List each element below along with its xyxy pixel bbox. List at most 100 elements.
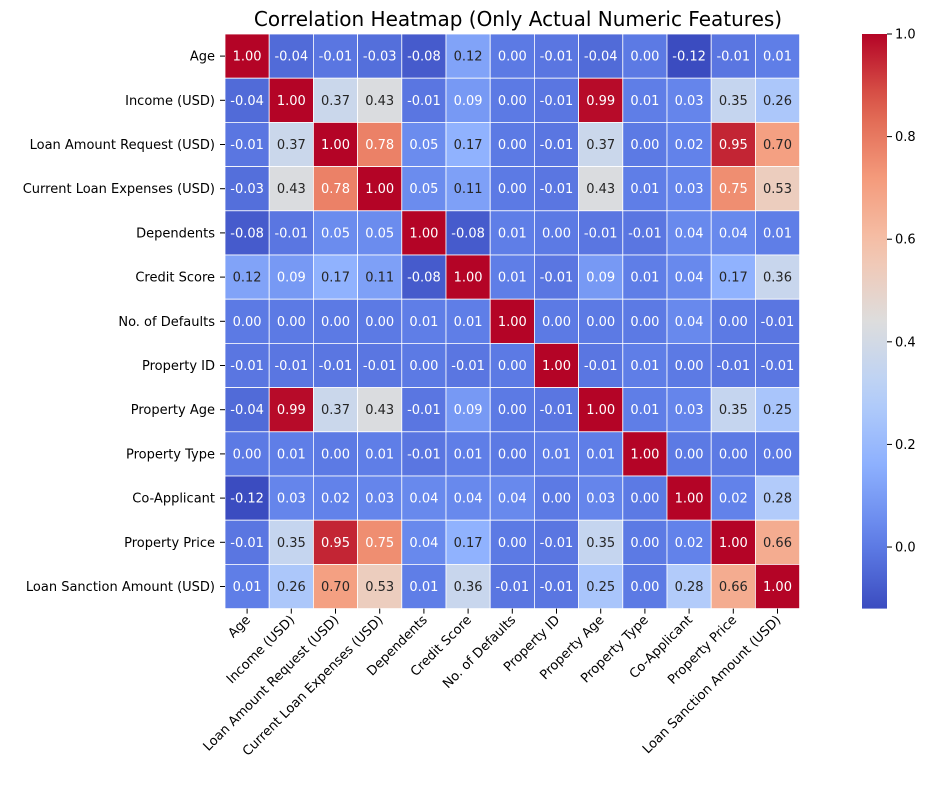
heatmap-cell [755, 519, 801, 565]
heatmap-cell [534, 254, 580, 300]
cell-value-label: 0.03 [675, 403, 704, 418]
cell-value-label: 0.37 [321, 94, 350, 109]
heatmap-cell [755, 77, 801, 123]
heatmap-cell [312, 210, 358, 256]
heatmap-cell [268, 33, 314, 79]
cell-value-label: 0.01 [277, 447, 306, 462]
heatmap-cell [578, 519, 624, 565]
cell-value-label: 0.02 [675, 536, 704, 551]
cell-value-label: 1.00 [542, 359, 571, 374]
cell-value-label: -0.12 [672, 50, 706, 65]
cell-value-label: 0.03 [586, 492, 615, 507]
cell-value-label: -0.01 [363, 359, 397, 374]
heatmap-cell [710, 254, 756, 300]
cell-value-label: 0.01 [630, 359, 659, 374]
cell-value-label: 0.37 [586, 138, 615, 153]
cell-value-label: -0.01 [584, 359, 618, 374]
heatmap-cell [489, 77, 535, 123]
heatmap-cell [401, 475, 447, 521]
heatmap-cell [666, 298, 712, 344]
chart-title: Correlation Heatmap (Only Actual Numeric… [254, 7, 782, 31]
heatmap-cell [578, 475, 624, 521]
heatmap-cell [666, 122, 712, 168]
heatmap-cell [534, 387, 580, 433]
cell-value-label: 0.03 [675, 94, 704, 109]
x-tick-label: Age [226, 613, 254, 641]
cell-value-label: 0.04 [454, 492, 483, 507]
heatmap-cell [445, 166, 491, 212]
heatmap-cell [312, 298, 358, 344]
heatmap-cell [224, 431, 270, 477]
heatmap-cell [312, 254, 358, 300]
heatmap-cell [666, 431, 712, 477]
cell-value-label: -0.01 [540, 182, 574, 197]
y-tick-label: Current Loan Expenses (USD) [23, 182, 215, 197]
cell-value-label: 0.17 [321, 271, 350, 286]
heatmap-cell [534, 342, 580, 388]
heatmap-cell [401, 77, 447, 123]
heatmap-cell [268, 431, 314, 477]
heatmap-cell [445, 519, 491, 565]
heatmap-cell [622, 254, 668, 300]
colorbar-tick-label: 0.0 [895, 541, 916, 556]
cell-value-label: -0.01 [407, 447, 441, 462]
cell-value-label: 0.37 [321, 403, 350, 418]
cell-value-label: -0.01 [230, 138, 264, 153]
heatmap-cell [401, 342, 447, 388]
heatmap-cell [401, 431, 447, 477]
heatmap-cell [622, 298, 668, 344]
heatmap-cell [224, 122, 270, 168]
heatmap-cell [755, 475, 801, 521]
cell-value-label: 0.00 [365, 315, 394, 330]
cell-value-label: 0.66 [763, 536, 792, 551]
cell-value-label: 0.01 [763, 226, 792, 241]
heatmap-cell [357, 387, 403, 433]
cell-value-label: 0.00 [675, 447, 704, 462]
cell-value-label: -0.01 [540, 94, 574, 109]
heatmap-cell [710, 564, 756, 610]
heatmap-cell [312, 122, 358, 168]
cell-value-label: 0.00 [321, 315, 350, 330]
y-tick-label: Age [190, 50, 215, 65]
heatmap-cell [312, 342, 358, 388]
heatmap-cell [224, 77, 270, 123]
heatmap-cell [755, 298, 801, 344]
cell-value-label: 0.43 [365, 94, 394, 109]
cell-value-label: 0.36 [763, 271, 792, 286]
y-tick-label: Credit Score [135, 271, 215, 286]
cell-value-label: 0.12 [233, 271, 262, 286]
cell-value-label: 0.17 [454, 536, 483, 551]
heatmap-cells [224, 33, 801, 610]
cell-value-label: 0.00 [409, 359, 438, 374]
y-tick-label: Property Type [126, 447, 215, 462]
heatmap-cell [578, 210, 624, 256]
heatmap-cell [755, 166, 801, 212]
heatmap-cell [312, 387, 358, 433]
cell-value-label: 0.05 [409, 138, 438, 153]
heatmap-cell [445, 387, 491, 433]
heatmap-cell [578, 298, 624, 344]
cell-value-label: 0.00 [498, 359, 527, 374]
cell-value-label: 0.01 [498, 271, 527, 286]
cell-value-label: -0.01 [628, 226, 662, 241]
cell-value-label: 1.00 [763, 580, 792, 595]
cell-value-label: 0.05 [409, 182, 438, 197]
cell-value-label: 0.28 [763, 492, 792, 507]
cell-value-label: 0.00 [542, 492, 571, 507]
cell-value-label: 0.04 [498, 492, 527, 507]
cell-value-label: 0.00 [498, 403, 527, 418]
cell-value-label: -0.01 [407, 94, 441, 109]
heatmap-cell [622, 564, 668, 610]
heatmap-cell [312, 77, 358, 123]
cell-value-label: -0.01 [540, 271, 574, 286]
cell-value-label: 0.01 [630, 271, 659, 286]
cell-value-label: 0.00 [586, 315, 615, 330]
cell-value-label: -0.01 [274, 359, 308, 374]
heatmap-cell [445, 431, 491, 477]
y-tick-label: Income (USD) [125, 94, 215, 109]
colorbar-tick-label: 0.4 [895, 335, 916, 350]
cell-value-label: 0.35 [719, 94, 748, 109]
cell-value-label: -0.04 [584, 50, 618, 65]
heatmap-cell [578, 387, 624, 433]
cell-value-label: -0.08 [230, 226, 264, 241]
